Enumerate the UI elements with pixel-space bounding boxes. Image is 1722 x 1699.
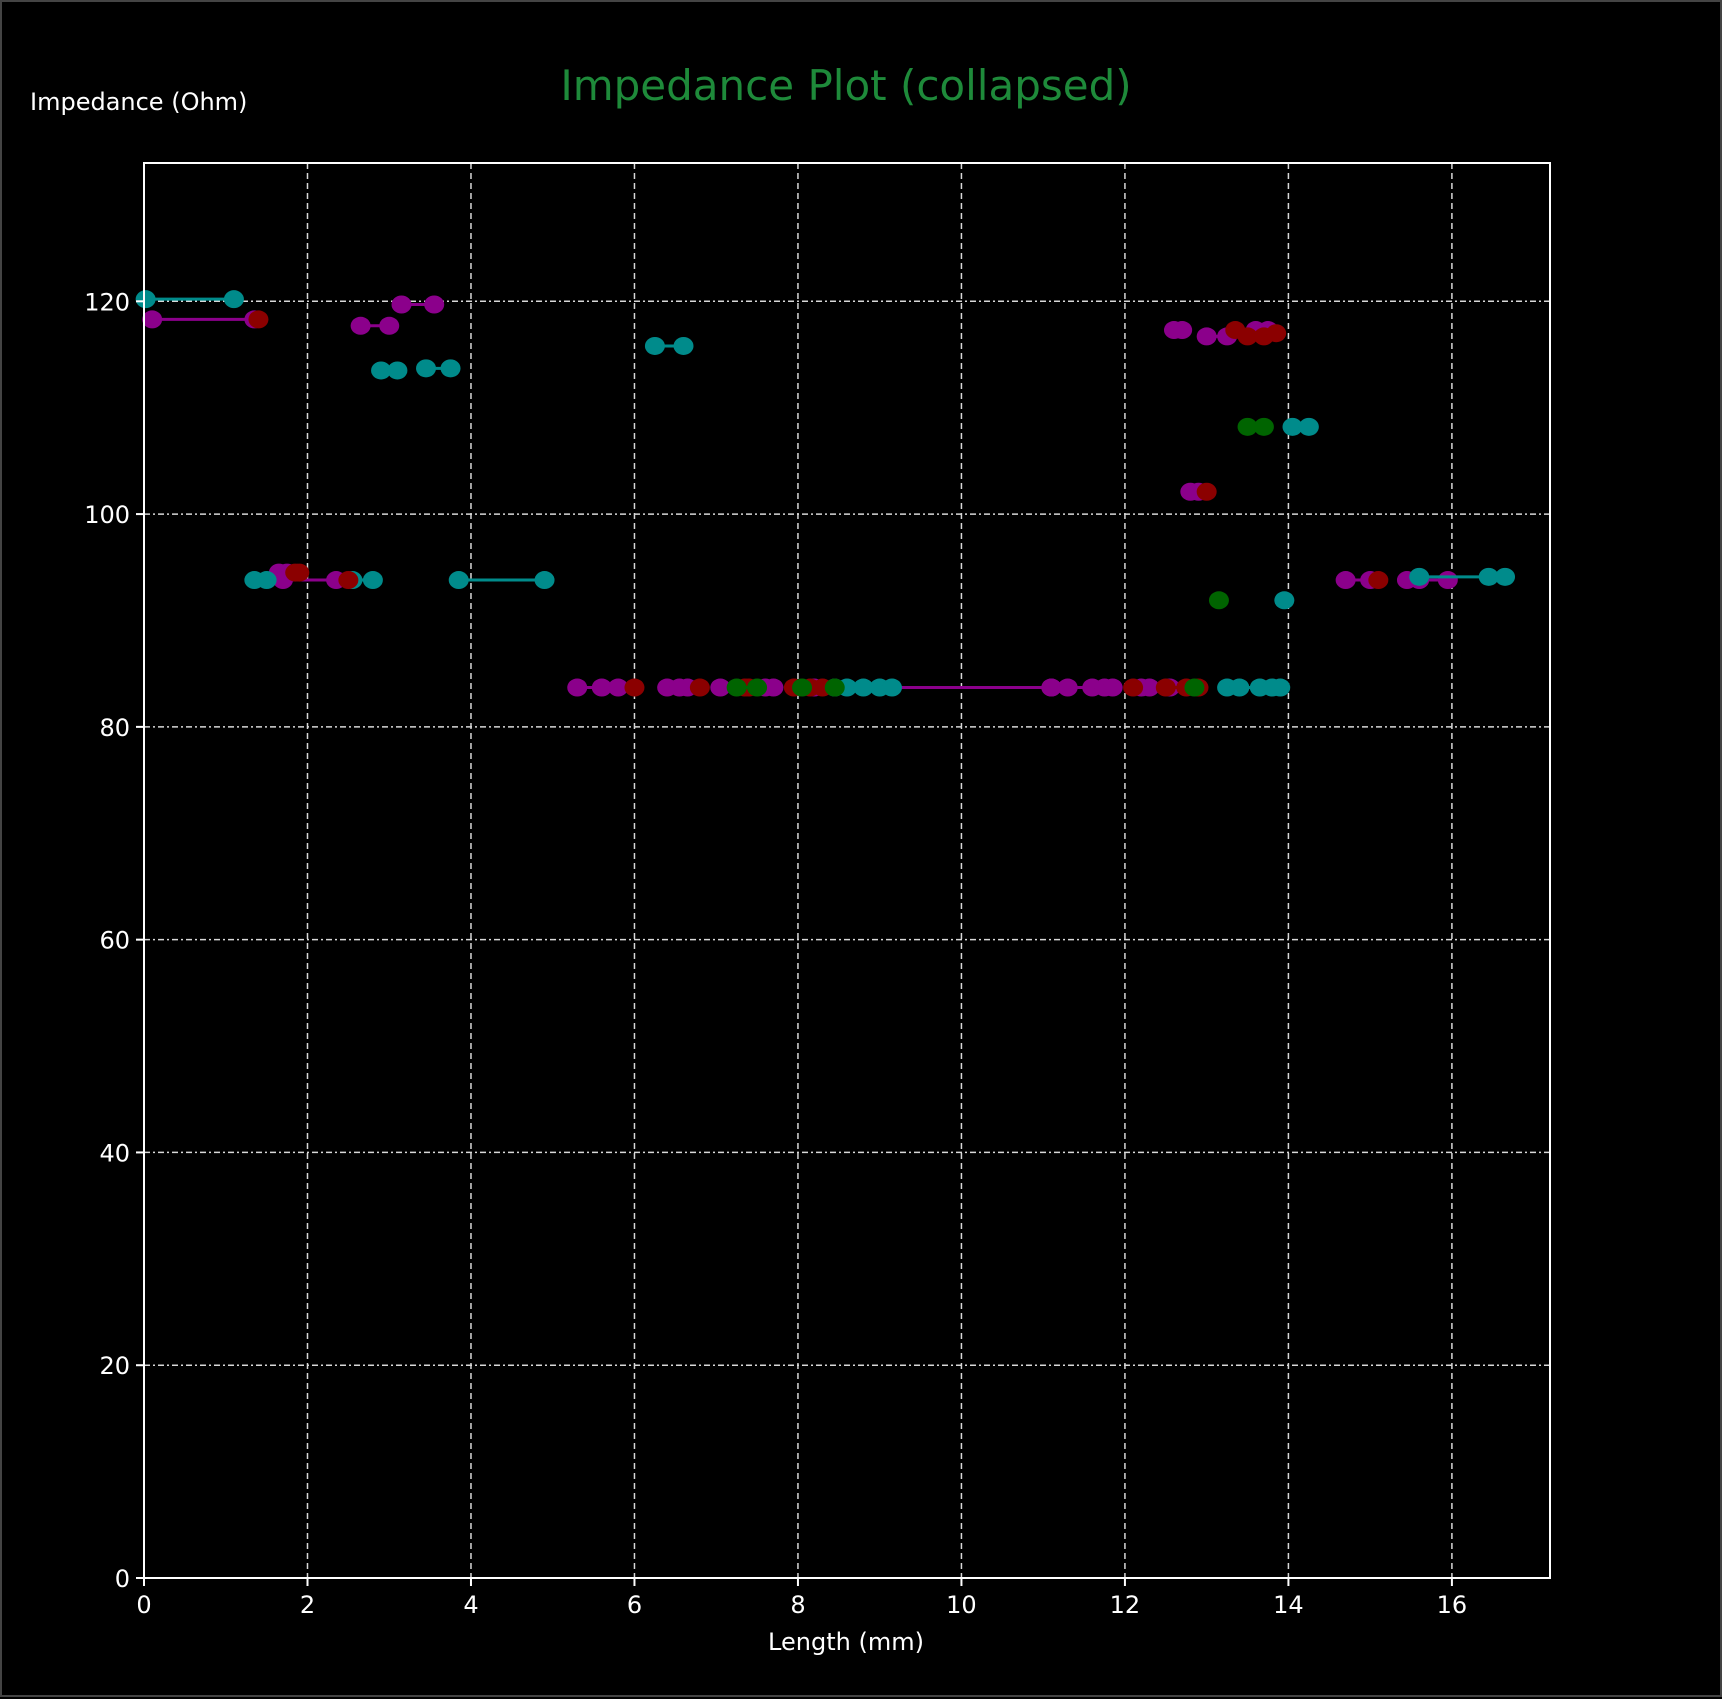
y-tick-label: 120 — [84, 288, 130, 316]
series-magenta — [142, 295, 1458, 697]
data-point — [1208, 591, 1229, 610]
data-point — [608, 678, 629, 697]
data-point — [881, 678, 902, 697]
data-point — [644, 336, 665, 355]
axis-ticks: 0 2 4 6 8 10 12 14 16 0 20 40 60 80 100 120 — [84, 288, 1467, 1619]
x-tick-label: 8 — [790, 1591, 805, 1619]
data-point — [1196, 482, 1217, 501]
data-point — [350, 316, 371, 335]
data-point — [223, 290, 244, 309]
data-point — [792, 678, 813, 697]
data-point — [1282, 417, 1303, 436]
chart-title: Impedance Plot (collapsed) — [560, 61, 1131, 110]
data-point — [1270, 678, 1291, 697]
x-tick-label: 4 — [463, 1591, 478, 1619]
y-tick-label: 100 — [84, 501, 130, 529]
data-point — [1437, 571, 1458, 590]
y-tick-label: 80 — [99, 714, 130, 742]
data-point — [1123, 678, 1144, 697]
data-point — [338, 571, 359, 590]
data-point — [289, 563, 310, 582]
data-point — [1057, 678, 1078, 697]
x-tick-label: 14 — [1273, 1591, 1304, 1619]
x-tick-label: 0 — [136, 1591, 151, 1619]
data-point — [534, 571, 555, 590]
data-point — [1139, 678, 1160, 697]
data-point — [371, 361, 392, 380]
data-point — [1196, 327, 1217, 346]
data-point — [673, 336, 694, 355]
data-point — [391, 295, 412, 314]
data-point — [1172, 321, 1193, 340]
data-point — [1237, 417, 1258, 436]
y-axis-label: Impedance (Ohm) — [30, 88, 247, 116]
data-point — [1368, 571, 1389, 590]
x-tick-label: 2 — [300, 1591, 315, 1619]
x-tick-label: 6 — [627, 1591, 642, 1619]
data-point — [362, 571, 383, 590]
data-point — [1102, 678, 1123, 697]
data-point — [747, 678, 768, 697]
data-point — [1184, 678, 1205, 697]
data-point — [379, 316, 400, 335]
x-tick-label: 12 — [1110, 1591, 1141, 1619]
plot-area-border — [143, 162, 1551, 1579]
y-tick-label: 60 — [99, 927, 130, 955]
data-point — [624, 678, 645, 697]
data-point — [1237, 327, 1258, 346]
data-point — [824, 678, 845, 697]
data-point — [1155, 678, 1176, 697]
x-axis-label: Length (mm) — [768, 1628, 924, 1656]
grid — [144, 163, 1550, 1578]
data-point — [256, 571, 277, 590]
x-tick-label: 10 — [946, 1591, 977, 1619]
data-point — [567, 678, 588, 697]
data-point — [1229, 678, 1250, 697]
data-point — [135, 290, 156, 309]
data-point — [248, 310, 269, 329]
data-point — [1495, 567, 1516, 586]
data-point — [763, 678, 784, 697]
data-point — [591, 678, 612, 697]
y-tick-label: 0 — [115, 1565, 130, 1593]
data-point — [448, 571, 469, 590]
data-point — [1266, 324, 1287, 343]
series-layer — [135, 290, 1516, 697]
data-point — [1274, 591, 1295, 610]
data-point — [1041, 678, 1062, 697]
data-point — [1298, 417, 1319, 436]
data-point — [1409, 567, 1430, 586]
data-point — [1335, 571, 1356, 590]
data-point — [1253, 417, 1274, 436]
series-green — [726, 417, 1274, 697]
data-point — [1478, 567, 1499, 586]
data-point — [853, 678, 874, 697]
data-point — [689, 678, 710, 697]
y-tick-label: 40 — [99, 1139, 130, 1167]
x-tick-label: 16 — [1437, 1591, 1468, 1619]
data-point — [387, 361, 408, 380]
data-point — [142, 310, 163, 329]
data-point — [710, 678, 731, 697]
series-teal — [135, 290, 1516, 697]
data-point — [424, 295, 445, 314]
data-point — [726, 678, 747, 697]
y-tick-label: 20 — [99, 1352, 130, 1380]
data-point — [416, 359, 437, 378]
data-point — [440, 359, 461, 378]
